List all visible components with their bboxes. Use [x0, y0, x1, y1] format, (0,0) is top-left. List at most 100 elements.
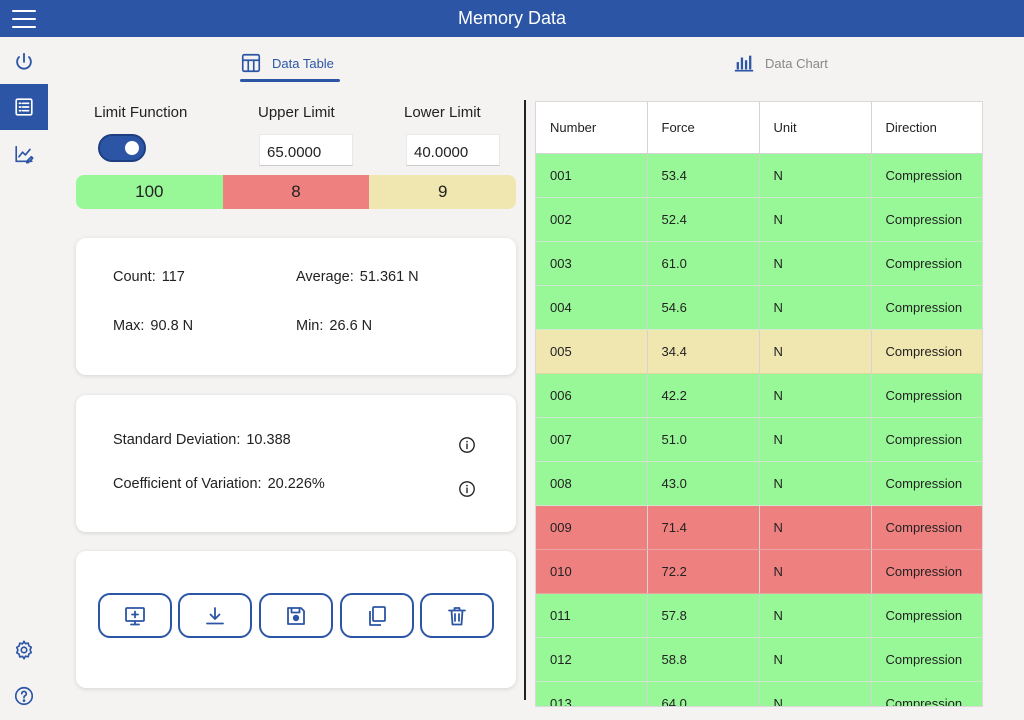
cell-number: 013 [536, 681, 648, 706]
table-row[interactable]: 013 64.0 N Compression [536, 681, 982, 706]
cell-force: 54.6 [647, 285, 760, 330]
stddev-stat: Standard Deviation: 10.388 [113, 432, 291, 448]
table-row[interactable]: 008 43.0 N Compression [536, 461, 982, 506]
stddev-value: 10.388 [246, 432, 291, 448]
help-icon[interactable] [0, 673, 48, 719]
cell-direction: Compression [871, 681, 982, 706]
limit-function-toggle[interactable] [98, 134, 146, 162]
data-table: Number Force Unit Direction 001 53.4 N Comp… [536, 102, 982, 706]
table-row[interactable]: 003 61.0 N Compression [536, 241, 982, 286]
upper-limit-label: Upper Limit [258, 104, 335, 121]
cell-force: 42.2 [647, 373, 760, 418]
header-direction[interactable]: Direction [871, 102, 982, 154]
table-row[interactable]: 006 42.2 N Compression [536, 373, 982, 418]
download-icon [206, 606, 224, 624]
cell-number: 011 [536, 593, 648, 638]
table-row[interactable]: 009 71.4 N Compression [536, 505, 982, 550]
lower-limit-input[interactable] [406, 134, 500, 166]
cell-unit: N [759, 505, 872, 550]
table-row[interactable]: 005 34.4 N Compression [536, 329, 982, 374]
memory-data-table[interactable]: Number Force Unit Direction 001 53.4 N Comp… [535, 101, 983, 707]
table-icon [241, 53, 261, 73]
above-limit-count: 8 [222, 175, 370, 209]
cell-unit: N [759, 417, 872, 462]
tab-data-chart[interactable]: Data Chart [733, 44, 828, 82]
cell-force: 52.4 [647, 197, 760, 242]
cell-number: 012 [536, 637, 648, 682]
download-button[interactable] [178, 593, 252, 638]
header-force[interactable]: Force [647, 102, 760, 154]
table-row[interactable]: 011 57.8 N Compression [536, 593, 982, 638]
cell-force: 58.8 [647, 637, 760, 682]
cv-label: Coefficient of Variation: [113, 476, 262, 492]
data-table-icon[interactable] [0, 84, 48, 130]
toggle-knob [125, 141, 139, 155]
limit-count-bar: 100 8 9 [76, 175, 516, 209]
average-label: Average: [296, 269, 354, 285]
cell-force: 43.0 [647, 461, 760, 506]
min-value: 26.6 N [329, 318, 373, 334]
cell-unit: N [759, 329, 872, 374]
table-row[interactable]: 007 51.0 N Compression [536, 417, 982, 462]
bar-chart-icon [734, 55, 754, 72]
max-label: Max: [113, 318, 145, 334]
delete-icon [448, 606, 466, 625]
cell-unit: N [759, 285, 872, 330]
below-limit-count: 9 [369, 175, 516, 209]
copy-button[interactable] [340, 593, 414, 638]
cell-direction: Compression [871, 593, 982, 638]
cell-force: 64.0 [647, 681, 760, 706]
table-row[interactable]: 002 52.4 N Compression [536, 197, 982, 242]
add-record-button[interactable] [98, 593, 172, 638]
tab-data-table[interactable]: Data Table [240, 44, 340, 82]
cell-number: 001 [536, 153, 648, 198]
min-stat: Min: 26.6 N [296, 318, 372, 334]
chart-edit-icon[interactable] [0, 131, 48, 177]
cell-unit: N [759, 373, 872, 418]
stddev-info-icon[interactable] [458, 436, 476, 454]
cell-direction: Compression [871, 461, 982, 506]
cell-unit: N [759, 593, 872, 638]
table-row[interactable]: 001 53.4 N Compression [536, 153, 982, 198]
lower-limit-label: Lower Limit [404, 104, 481, 121]
cell-direction: Compression [871, 373, 982, 418]
count-stat: Count: 117 [113, 269, 185, 285]
cell-unit: N [759, 681, 872, 706]
side-navigation [0, 37, 48, 720]
cell-unit: N [759, 241, 872, 286]
table-row[interactable]: 012 58.8 N Compression [536, 637, 982, 682]
cell-number: 003 [536, 241, 648, 286]
cell-direction: Compression [871, 329, 982, 374]
tab-label: Data Chart [765, 55, 828, 71]
cell-direction: Compression [871, 549, 982, 594]
stddev-label: Standard Deviation: [113, 432, 241, 448]
cell-direction: Compression [871, 241, 982, 286]
power-icon[interactable] [0, 39, 48, 85]
min-label: Min: [296, 318, 324, 334]
cell-direction: Compression [871, 637, 982, 682]
summary-stats-card: Count: 117 Average: 51.361 N Max: 90.8 N Mi… [76, 238, 516, 375]
save-button[interactable] [259, 593, 333, 638]
cv-value: 20.226% [267, 476, 325, 492]
header-number[interactable]: Number [536, 102, 648, 154]
gear-icon[interactable] [0, 627, 48, 673]
cell-unit: N [759, 549, 872, 594]
tab-label: Data Table [272, 55, 334, 71]
delete-button[interactable] [420, 593, 494, 638]
cv-info-icon[interactable] [458, 480, 476, 498]
add-screen-icon [125, 606, 145, 625]
title-bar: Memory Data [0, 0, 1024, 37]
panel-divider [524, 100, 526, 700]
cell-number: 010 [536, 549, 648, 594]
cell-number: 008 [536, 461, 648, 506]
cell-direction: Compression [871, 285, 982, 330]
upper-limit-input[interactable] [259, 134, 353, 166]
hamburger-menu-icon[interactable] [12, 10, 36, 28]
pass-count: 100 [76, 175, 223, 209]
table-row[interactable]: 010 72.2 N Compression [536, 549, 982, 594]
cell-force: 53.4 [647, 153, 760, 198]
header-unit[interactable]: Unit [759, 102, 872, 154]
active-tab-indicator [240, 79, 340, 82]
table-row[interactable]: 004 54.6 N Compression [536, 285, 982, 330]
max-value: 90.8 N [150, 318, 194, 334]
